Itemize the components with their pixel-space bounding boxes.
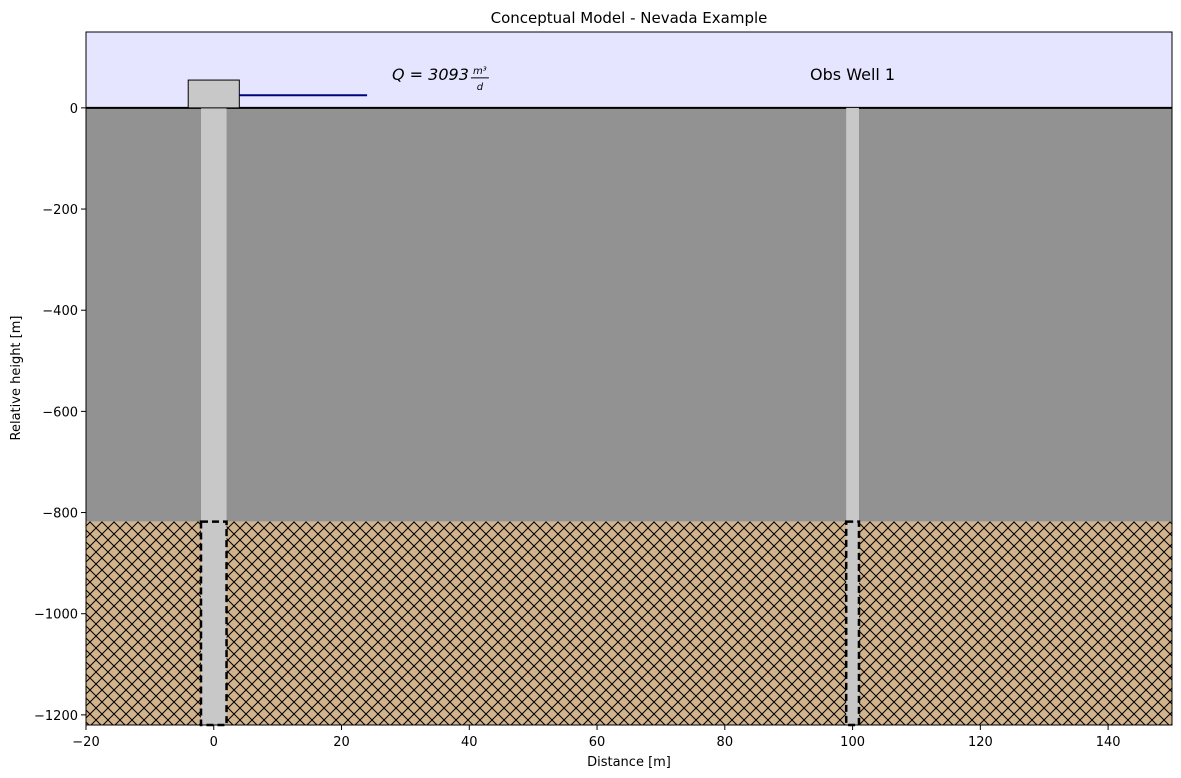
plot-frame	[85, 31, 1173, 726]
layer	[86, 107, 1172, 522]
y-axis-label: Relative height [m]	[9, 316, 24, 441]
x-axis-label: Distance [m]	[587, 755, 671, 770]
y-tick-label: −600	[42, 405, 78, 420]
x-tick-label: −20	[72, 735, 99, 750]
pumping-label-numerator: m³	[473, 66, 487, 77]
y-tick-label: −1200	[34, 709, 78, 724]
x-tick-label: 80	[717, 735, 734, 750]
well-label: Obs Well 1	[810, 65, 895, 84]
x-tick-label: 0	[210, 735, 218, 750]
x-tick-label: 60	[589, 735, 606, 750]
layer-hatch	[86, 521, 1172, 725]
y-tick-label: −800	[42, 507, 78, 522]
well	[846, 107, 859, 725]
x-tick-label: 20	[333, 735, 350, 750]
x-tick-label: 40	[461, 735, 478, 750]
y-tick-label: 0	[70, 102, 78, 117]
pumping-label: Q = 3093	[392, 65, 469, 84]
y-tick-label: −400	[42, 304, 78, 319]
well	[200, 107, 227, 725]
well-screen	[199, 520, 228, 727]
pumping-label-denominator: d	[477, 82, 484, 93]
x-tick-label: 120	[968, 735, 993, 750]
x-tick-label: 140	[1096, 735, 1121, 750]
x-tick-label: 100	[840, 735, 865, 750]
y-tick-label: −200	[42, 203, 78, 218]
chart-title: Conceptual Model - Nevada Example	[491, 9, 768, 27]
y-tick-label: −1000	[34, 608, 78, 623]
sky	[86, 32, 1172, 108]
pump	[187, 79, 240, 109]
